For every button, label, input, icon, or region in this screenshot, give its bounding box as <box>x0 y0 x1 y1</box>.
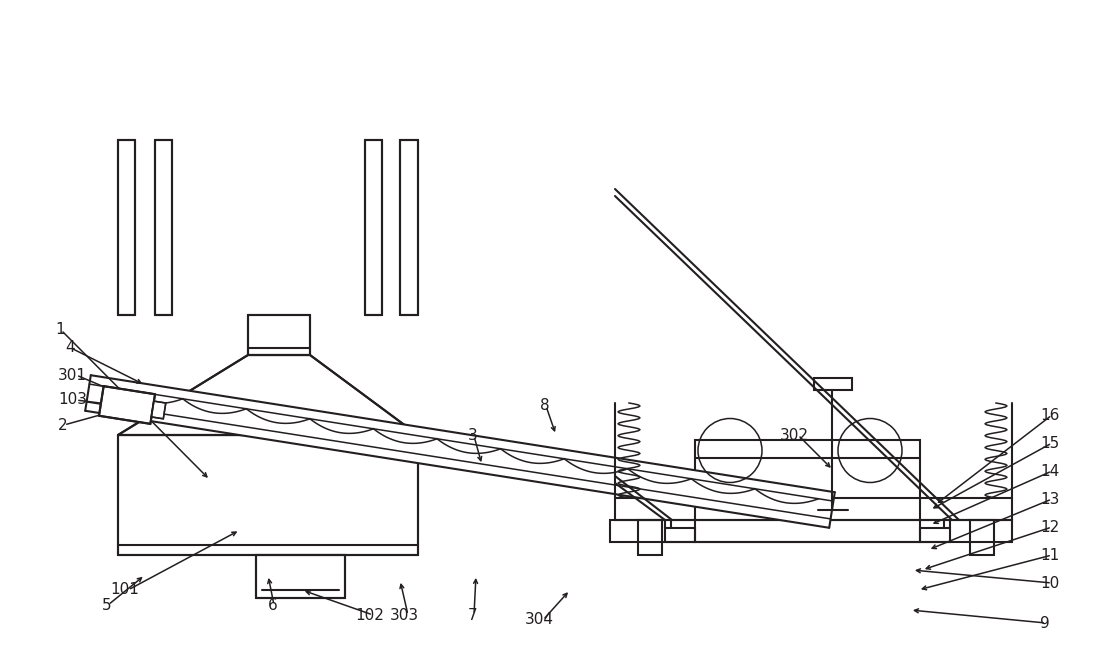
Polygon shape <box>365 140 382 315</box>
Text: 4: 4 <box>65 341 75 355</box>
Text: 10: 10 <box>1040 575 1060 591</box>
Text: 5: 5 <box>102 597 112 613</box>
Text: 9: 9 <box>1040 615 1050 631</box>
Text: 14: 14 <box>1040 464 1060 479</box>
Bar <box>638 520 661 555</box>
Text: 304: 304 <box>525 613 554 628</box>
Text: 103: 103 <box>58 393 87 408</box>
Text: 6: 6 <box>268 597 278 613</box>
Text: 15: 15 <box>1040 435 1060 450</box>
Bar <box>665 528 695 542</box>
Text: 3: 3 <box>468 428 478 444</box>
Text: 7: 7 <box>468 608 477 622</box>
Bar <box>814 378 852 390</box>
Bar <box>695 440 920 542</box>
Polygon shape <box>99 386 155 424</box>
Polygon shape <box>151 401 166 419</box>
Text: 302: 302 <box>780 428 808 442</box>
Polygon shape <box>118 355 418 435</box>
Polygon shape <box>118 435 418 555</box>
Bar <box>970 520 994 555</box>
Polygon shape <box>86 375 835 528</box>
Text: 16: 16 <box>1040 408 1060 422</box>
Text: 11: 11 <box>1040 548 1060 562</box>
Text: 101: 101 <box>110 582 139 597</box>
Text: 301: 301 <box>58 368 87 382</box>
Text: 8: 8 <box>540 399 550 413</box>
Text: 1: 1 <box>55 322 65 337</box>
Polygon shape <box>400 140 418 315</box>
Polygon shape <box>118 140 135 315</box>
Bar <box>615 498 1013 520</box>
Polygon shape <box>256 555 344 598</box>
Text: 303: 303 <box>391 608 419 622</box>
Text: 13: 13 <box>1040 491 1060 506</box>
Bar <box>610 520 1013 542</box>
Text: 102: 102 <box>355 608 384 622</box>
Text: 2: 2 <box>58 417 68 433</box>
Bar <box>920 528 950 542</box>
Polygon shape <box>248 315 310 355</box>
Polygon shape <box>155 140 172 315</box>
Text: 12: 12 <box>1040 519 1060 535</box>
